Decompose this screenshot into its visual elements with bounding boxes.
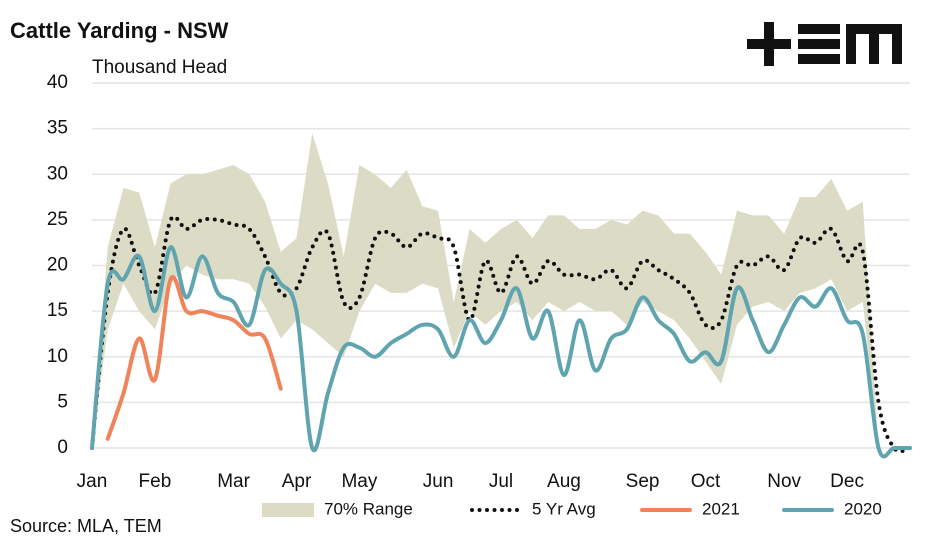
x-tick-label: Jun xyxy=(423,471,454,492)
legend-label: 2021 xyxy=(702,499,740,518)
x-tick-label: May xyxy=(341,471,377,492)
x-tick-label: Aug xyxy=(547,471,581,492)
x-tick-label: Mar xyxy=(217,471,250,492)
y-tick-label: 35 xyxy=(47,118,68,139)
chart-title: Cattle Yarding - NSW xyxy=(10,18,229,43)
x-tick-label: Oct xyxy=(691,471,721,492)
legend-swatch xyxy=(262,503,314,517)
x-tick-label: Nov xyxy=(767,471,801,492)
x-tick-label: Sep xyxy=(626,471,660,492)
x-tick-label: Feb xyxy=(139,471,172,492)
legend-label: 5 Yr Avg xyxy=(532,499,596,518)
x-tick-label: Dec xyxy=(830,471,864,492)
x-tick-label: Jan xyxy=(77,471,108,492)
legend-label: 70% Range xyxy=(324,499,413,518)
logo xyxy=(747,22,902,66)
x-tick-label: Jul xyxy=(489,471,513,492)
y-tick-label: 0 xyxy=(57,437,68,458)
y-tick-label: 10 xyxy=(47,346,68,367)
series-line xyxy=(90,245,912,459)
legend-label: 2020 xyxy=(844,499,882,518)
y-tick-label: 40 xyxy=(47,72,68,93)
y-tick-label: 20 xyxy=(47,255,68,276)
y-tick-label: 25 xyxy=(47,209,68,230)
range-area xyxy=(92,133,910,448)
series-line xyxy=(105,275,283,441)
source: Source: MLA, TEM xyxy=(10,516,162,536)
y-tick-label: 30 xyxy=(47,163,68,184)
chart-subtitle: Thousand Head xyxy=(92,57,227,78)
y-tick-label: 5 xyxy=(57,391,68,412)
x-tick-label: Apr xyxy=(282,471,312,492)
avg-line xyxy=(90,214,912,454)
y-tick-label: 15 xyxy=(47,300,68,321)
